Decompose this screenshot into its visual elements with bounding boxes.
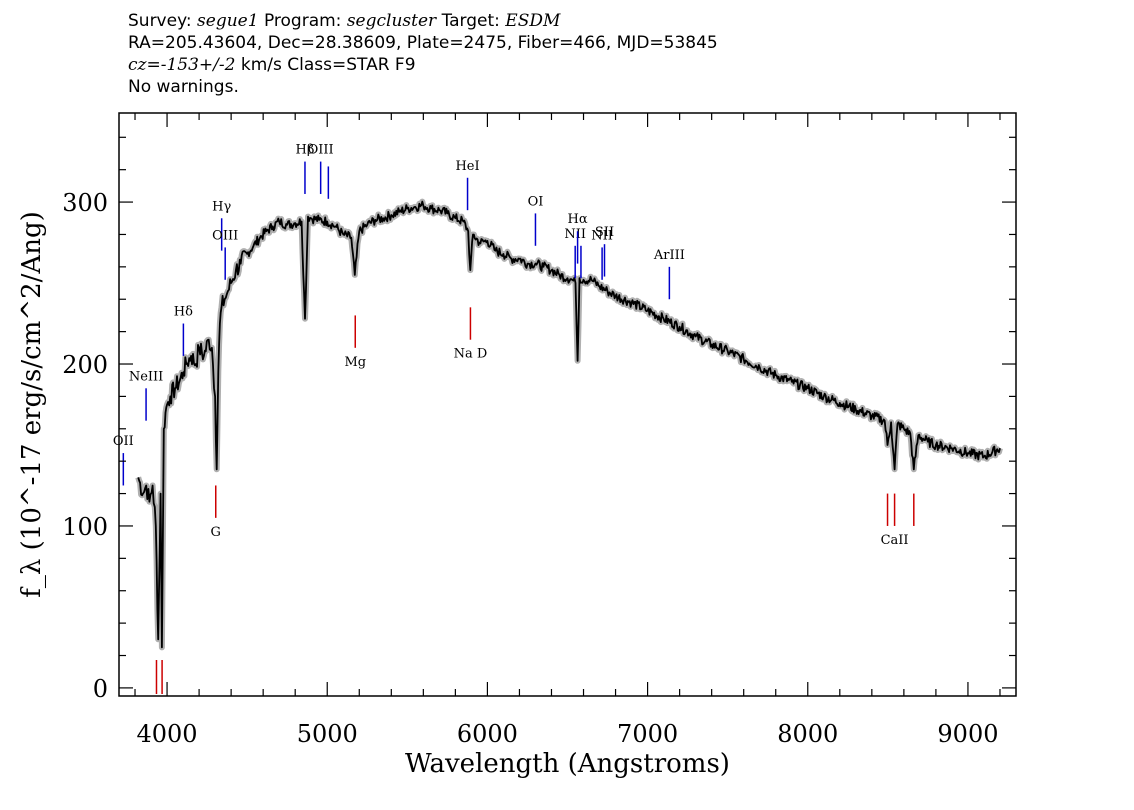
line-label: Hβ (296, 143, 315, 158)
error-band (135, 198, 1003, 651)
spectrum-header: Survey: segue1 Program: segcluster Targe… (128, 10, 718, 98)
header-line-redshift: cz=-153+/-2 km/s Class=STAR F9 (128, 54, 718, 76)
x-tick-label: 8000 (777, 720, 838, 748)
line-label: Mg (344, 355, 366, 370)
survey-label: Survey: (128, 11, 192, 31)
x-tick-labels: 4000 5000 6000 7000 8000 9000 (137, 720, 999, 748)
y-tick-label: 300 (62, 189, 108, 217)
header-line-coordinates: RA=205.43604, Dec=28.38609, Plate=2475, … (128, 33, 718, 53)
header-line-warnings: No warnings. (128, 77, 239, 97)
target-value: ESDM (505, 11, 561, 31)
cz-label: cz= (128, 55, 161, 75)
y-tick-labels: 0 100 200 300 (62, 189, 108, 703)
survey-value: segue1 (197, 11, 259, 31)
x-tick-label: 5000 (297, 720, 358, 748)
y-axis-title: f_λ (10^-17 erg/s/cm^2/Ang) (17, 211, 47, 597)
line-label: SII (595, 225, 614, 240)
line-label: CaII (881, 533, 909, 548)
cz-rest: km/s Class=STAR F9 (235, 55, 416, 75)
line-label: NeIII (129, 369, 163, 384)
program-value: segcluster (346, 11, 437, 31)
line-label: Hγ (212, 199, 231, 214)
spectrum-line (137, 200, 1001, 649)
line-label: ArIII (653, 248, 685, 263)
line-label: NII (564, 227, 586, 242)
line-label: HeI (455, 159, 479, 174)
plot-frame (118, 112, 1017, 697)
line-label: OIII (308, 143, 334, 158)
error-band-path (135, 198, 1003, 651)
y-tick-label: 200 (62, 351, 108, 379)
cz-value: -153+/-2 (160, 55, 236, 75)
tick-marks (119, 113, 1016, 696)
line-label: Na D (454, 347, 488, 362)
line-label: Hδ (174, 305, 193, 320)
line-label: Hα (568, 212, 588, 227)
x-tick-label: 7000 (617, 720, 678, 748)
y-tick-label: 100 (62, 513, 108, 541)
line-label: NII (591, 228, 613, 243)
target-label: Target: (441, 11, 500, 31)
y-tick-label: 0 (93, 675, 108, 703)
x-tick-label: 4000 (137, 720, 198, 748)
line-label: OI (528, 194, 544, 209)
line-label: OII (113, 434, 134, 449)
line-markers: OIINeIIIHδHγOIIIHβOIIIHeIOINIIHαNIISIIAr… (113, 143, 915, 694)
header-line-survey: Survey: segue1 Program: segcluster Targe… (128, 10, 718, 32)
line-label: G (211, 525, 221, 540)
x-tick-label: 9000 (937, 720, 998, 748)
x-tick-label: 6000 (457, 720, 518, 748)
line-label: OIII (212, 228, 238, 243)
series-layer (137, 200, 1001, 649)
x-axis-title: Wavelength (Angstroms) (405, 749, 730, 779)
program-label: Program: (263, 11, 342, 31)
